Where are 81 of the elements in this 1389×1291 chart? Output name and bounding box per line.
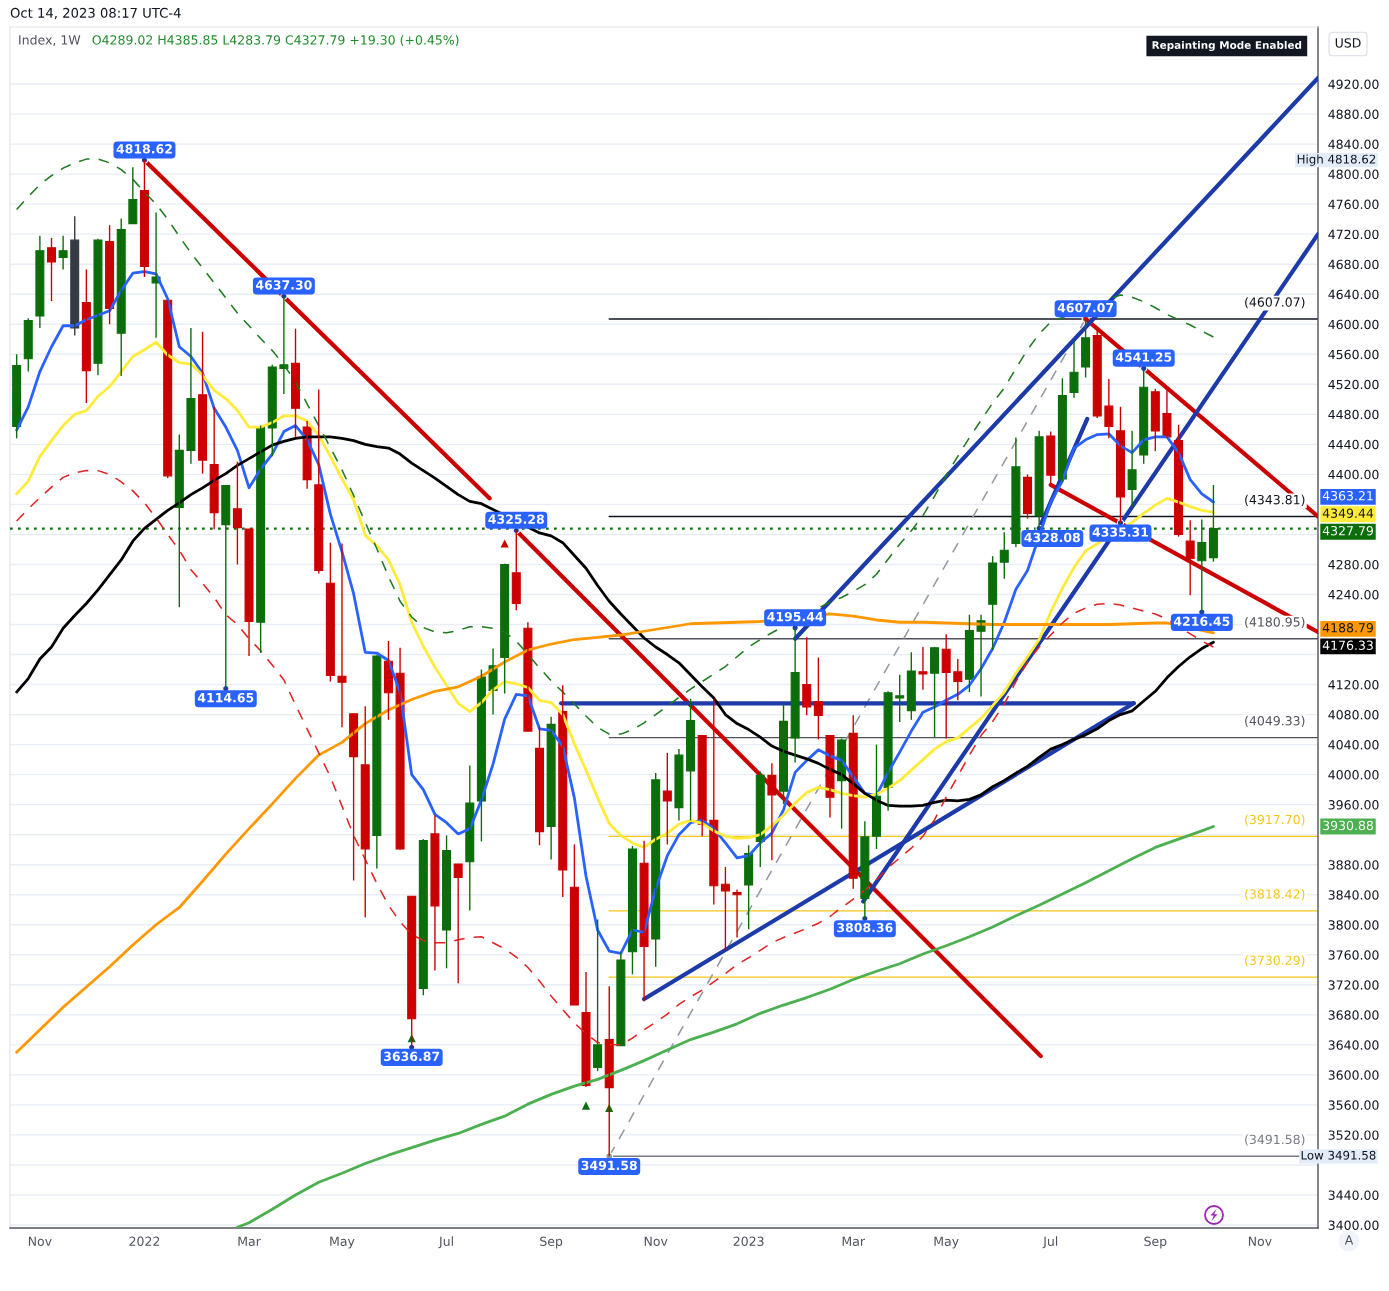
y-tick-label: 4920.00 — [1328, 79, 1379, 89]
annotation: Repainting Mode Enabled — [1152, 40, 1302, 52]
data-label: (3917.70) — [1245, 814, 1305, 826]
text: A — [1344, 1235, 1354, 1245]
x-tick-label: May — [934, 1236, 959, 1249]
annotation: 4195.44 — [767, 611, 824, 622]
annotation: Low 3491.58 — [1301, 1150, 1376, 1160]
y-tick-label: 4280.00 — [1328, 559, 1379, 570]
y-tick-label: 4640.00 — [1328, 289, 1379, 300]
y-tick-label: 4520.00 — [1328, 379, 1379, 390]
y-tick-label: 4080.00 — [1328, 710, 1379, 720]
text: 4349.44 — [1322, 508, 1374, 518]
data-label: (4180.95) — [1245, 616, 1305, 629]
text: Index, 1W — [19, 34, 81, 46]
y-tick-label: 3560.00 — [1328, 1100, 1379, 1110]
annotation: 4335.31 — [1092, 527, 1149, 537]
y-tick-label: 3640.00 — [1328, 1040, 1379, 1050]
text: 3930.88 — [1323, 820, 1373, 831]
annotation: 3808.36 — [837, 922, 893, 933]
y-tick-label: 3960.00 — [1328, 800, 1379, 810]
x-tick-label: May — [330, 1236, 355, 1249]
annotation: 3636.87 — [384, 1051, 440, 1062]
y-tick-label: 3840.00 — [1328, 890, 1379, 900]
y-tick-label: 4600.00 — [1328, 319, 1379, 330]
x-tick-label: Nov — [28, 1236, 52, 1247]
annotation: 4607.07 — [1057, 302, 1114, 313]
text: 4188.79 — [1322, 623, 1373, 633]
y-tick-label: 3720.00 — [1328, 980, 1379, 990]
annotation: 4328.08 — [1024, 532, 1080, 543]
y-tick-label: 4880.00 — [1328, 109, 1379, 119]
y-tick-label: 3440.00 — [1328, 1190, 1379, 1200]
y-tick-label: 3880.00 — [1328, 860, 1379, 870]
text: 4176.33 — [1322, 640, 1373, 650]
data-label: (4607.07) — [1245, 297, 1305, 309]
x-tick-label: Nov — [1248, 1236, 1272, 1247]
annotation: 4818.62 — [116, 144, 172, 154]
text: 4363.21 — [1322, 490, 1373, 501]
data-label: (4049.33) — [1245, 715, 1305, 727]
annotation: 4114.65 — [197, 692, 254, 703]
y-tick-label: 3400.00 — [1328, 1220, 1379, 1230]
y-axis-title: USD — [1335, 38, 1361, 48]
y-tick-label: 4800.00 — [1328, 169, 1379, 180]
y-tick-label: 3680.00 — [1328, 1010, 1379, 1020]
y-tick-label: 4000.00 — [1328, 770, 1379, 780]
y-tick-label: 4440.00 — [1328, 439, 1379, 450]
annotation: 4325.28 — [488, 514, 544, 524]
x-tick-label: 2022 — [129, 1236, 160, 1247]
text: O4289.02 H4385.85 L4283.79 C4327.79 +19.30 (+0.45%) — [92, 34, 459, 47]
y-tick-label: 4400.00 — [1328, 469, 1379, 480]
y-tick-label: 4680.00 — [1328, 259, 1379, 270]
y-tick-label: 4840.00 — [1328, 139, 1379, 150]
x-tick-label: Sep — [540, 1236, 563, 1249]
data-label: (3818.42) — [1245, 889, 1305, 901]
y-tick-label: 4240.00 — [1328, 589, 1379, 600]
x-tick-label: Nov — [644, 1236, 668, 1247]
x-tick-label: Sep — [1144, 1236, 1167, 1249]
y-tick-label: 3600.00 — [1328, 1070, 1379, 1080]
data-label: (3730.29) — [1245, 955, 1305, 967]
text: Oct 14, 2023 08:17 UTC-4 — [10, 7, 181, 20]
y-tick-label: 3520.00 — [1328, 1130, 1379, 1140]
y-tick-label: 4040.00 — [1328, 740, 1379, 750]
y-tick-label: 4480.00 — [1328, 409, 1379, 420]
annotation: High 4818.62 — [1297, 154, 1376, 166]
annotation: 4216.45 — [1173, 616, 1230, 626]
y-tick-label: 4120.00 — [1328, 680, 1379, 690]
annotation: 3491.58 — [581, 1160, 637, 1171]
data-label: (4343.81) — [1245, 494, 1305, 506]
y-tick-label: 4760.00 — [1328, 199, 1379, 210]
y-tick-label: 3800.00 — [1328, 920, 1379, 930]
x-tick-label: Mar — [842, 1236, 866, 1247]
data-label: (3491.58) — [1245, 1134, 1305, 1146]
ref-line-label: 4327.79 — [1322, 525, 1373, 536]
x-tick-label: Mar — [238, 1236, 261, 1247]
y-tick-label: 4560.00 — [1328, 349, 1379, 360]
annotation: 4541.25 — [1115, 352, 1172, 362]
x-tick-label: 2023 — [733, 1236, 764, 1247]
x-tick-label: Jul — [438, 1236, 453, 1249]
x-tick-label: Jul — [1042, 1236, 1058, 1249]
y-tick-label: 3760.00 — [1328, 950, 1379, 960]
annotation: 4637.30 — [255, 280, 312, 290]
y-tick-label: 4720.00 — [1328, 229, 1379, 240]
